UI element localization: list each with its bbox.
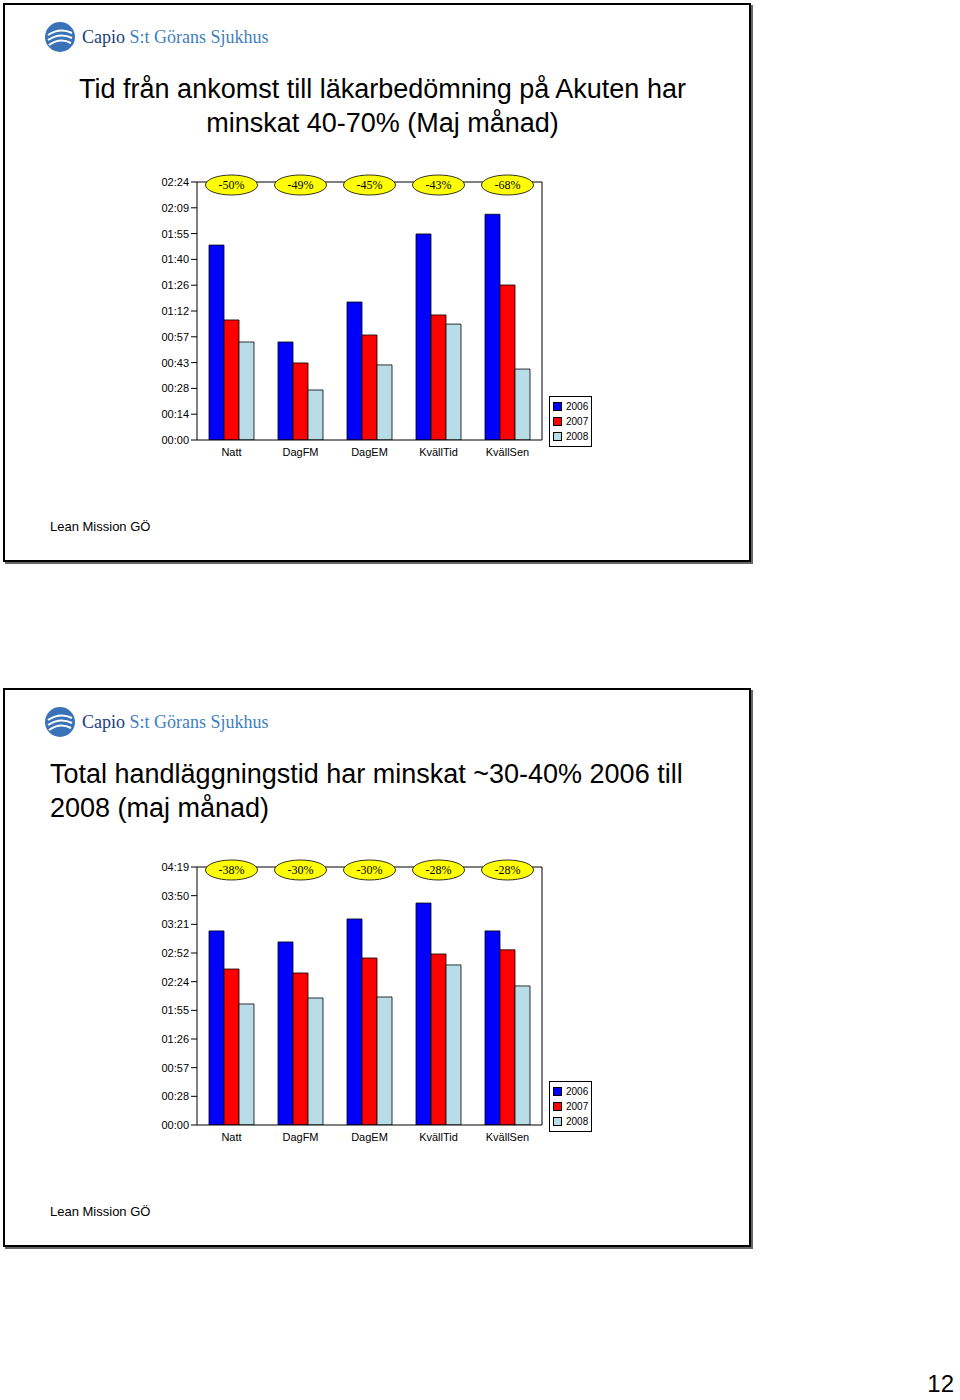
svg-text:03:50: 03:50 — [161, 890, 189, 902]
svg-text:KvällSen: KvällSen — [486, 446, 529, 458]
svg-text:01:55: 01:55 — [161, 228, 189, 240]
html-text:2008: 2008 — [566, 1116, 589, 1127]
svg-text:DagEM: DagEM — [351, 446, 388, 458]
svg-text:KvällSen: KvällSen — [486, 1131, 529, 1143]
html-text:Capio S:t Görans Sjukhus: Capio S:t Görans Sjukhus — [82, 711, 269, 732]
html-text:Total handläggningstid har min: Total handläggningstid har minskat ~30-4… — [50, 759, 683, 823]
svg-text:04:19: 04:19 — [161, 861, 189, 873]
html-text:12: 12 — [927, 1370, 954, 1397]
svg-text:-43%: -43% — [426, 178, 452, 192]
svg-text:01:26: 01:26 — [161, 1033, 189, 1045]
html-text:2006: 2006 — [566, 401, 589, 412]
html-text:2006: 2006 — [566, 1086, 589, 1097]
svg-text:-50%: -50% — [219, 178, 245, 192]
svg-text:-30%: -30% — [357, 863, 383, 877]
svg-text:00:00: 00:00 — [161, 1119, 189, 1131]
svg-text:KvällTid: KvällTid — [419, 1131, 458, 1143]
svg-text:-68%: -68% — [495, 178, 521, 192]
svg-text:-38%: -38% — [219, 863, 245, 877]
html-text:Lean Mission GÖ: Lean Mission GÖ — [50, 1204, 151, 1219]
svg-text:-28%: -28% — [426, 863, 452, 877]
svg-text:-45%: -45% — [357, 178, 383, 192]
svg-text:00:28: 00:28 — [161, 1090, 189, 1102]
svg-text:00:57: 00:57 — [161, 1062, 189, 1074]
svg-text:02:09: 02:09 — [161, 202, 189, 214]
svg-text:DagFM: DagFM — [282, 446, 318, 458]
html-text:Lean Mission GÖ: Lean Mission GÖ — [50, 519, 151, 534]
html-text:Tid från ankomst till läkarbed: Tid från ankomst till läkarbedömning på … — [79, 74, 686, 138]
svg-text:00:00: 00:00 — [161, 434, 189, 446]
svg-text:DagEM: DagEM — [351, 1131, 388, 1143]
svg-text:KvällTid: KvällTid — [419, 446, 458, 458]
svg-text:DagFM: DagFM — [282, 1131, 318, 1143]
svg-text:02:24: 02:24 — [161, 976, 189, 988]
svg-text:02:52: 02:52 — [161, 947, 189, 959]
svg-text:-30%: -30% — [288, 863, 314, 877]
svg-text:Natt: Natt — [221, 446, 241, 458]
svg-text:00:43: 00:43 — [161, 357, 189, 369]
svg-text:01:55: 01:55 — [161, 1004, 189, 1016]
html-text:2007: 2007 — [566, 1101, 589, 1112]
svg-text:01:40: 01:40 — [161, 253, 189, 265]
html-text:Capio S:t Görans Sjukhus: Capio S:t Görans Sjukhus — [82, 26, 269, 47]
svg-text:00:57: 00:57 — [161, 331, 189, 343]
svg-text:00:28: 00:28 — [161, 382, 189, 394]
svg-text:01:26: 01:26 — [161, 279, 189, 291]
svg-text:Natt: Natt — [221, 1131, 241, 1143]
svg-text:-28%: -28% — [495, 863, 521, 877]
svg-text:00:14: 00:14 — [161, 408, 189, 420]
svg-text:01:12: 01:12 — [161, 305, 189, 317]
html-text:2007: 2007 — [566, 416, 589, 427]
svg-text:02:24: 02:24 — [161, 176, 189, 188]
svg-text:-49%: -49% — [288, 178, 314, 192]
svg-text:03:21: 03:21 — [161, 918, 189, 930]
html-text:2008: 2008 — [566, 431, 589, 442]
